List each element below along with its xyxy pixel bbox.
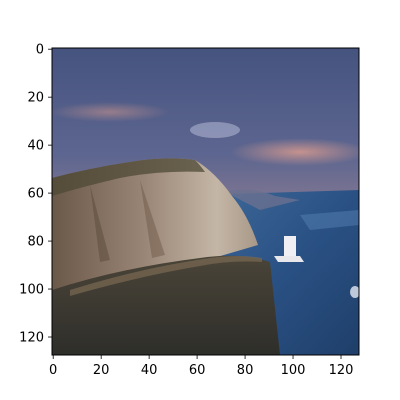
y-tick-label: 40 (27, 139, 44, 154)
y-tick-label: 0 (36, 43, 44, 58)
x-axis: 0 20 40 60 80 100 120 (49, 355, 353, 378)
axes-frame (51, 47, 360, 356)
boat (274, 256, 304, 262)
y-tick-label: 120 (19, 331, 44, 346)
y-tick-label: 80 (27, 235, 44, 250)
x-tick-label: 60 (189, 363, 206, 378)
cliff-shadow (90, 185, 110, 262)
y-tick-label: 20 (27, 91, 44, 106)
sunset-cloud (230, 138, 359, 166)
foam (350, 286, 359, 298)
shoreline (70, 256, 262, 296)
x-tick-label: 80 (237, 363, 254, 378)
cliff-vegetation (52, 158, 205, 196)
cliff-shadow (140, 180, 165, 258)
cliff (52, 158, 258, 300)
sea-sparkle (300, 210, 359, 230)
x-tick-label: 0 (49, 363, 57, 378)
y-axis: 0 20 40 60 80 100 120 (19, 43, 52, 346)
x-tick-label: 20 (93, 363, 110, 378)
x-tick-label: 40 (141, 363, 158, 378)
x-tick-label: 120 (329, 363, 354, 378)
pink-cloud (52, 102, 170, 122)
y-tick-label: 60 (27, 187, 44, 202)
boat-cabin (284, 236, 296, 256)
white-cloud (190, 122, 240, 138)
x-tick-label: 100 (281, 363, 306, 378)
distant-headland (225, 189, 300, 210)
y-tick-label: 100 (19, 283, 44, 298)
photo-image (52, 48, 359, 355)
